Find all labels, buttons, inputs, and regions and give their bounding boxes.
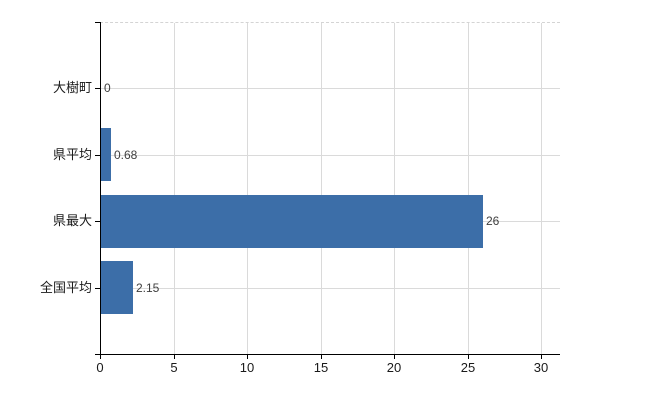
x-tick	[174, 355, 175, 359]
x-axis-line	[95, 354, 560, 355]
x-tick-label: 20	[386, 360, 402, 375]
bar-value-label: 2.15	[136, 281, 160, 295]
vertical-gridline	[174, 23, 175, 354]
horizontal-gridline	[101, 288, 560, 289]
y-axis-line	[100, 22, 101, 354]
y-axis-top-cap	[95, 22, 100, 23]
horizontal-gridline	[101, 155, 560, 156]
x-tick	[247, 355, 248, 359]
x-tick-label: 30	[533, 360, 549, 375]
x-tick-label: 0	[96, 360, 104, 375]
category-label: 県平均	[52, 147, 92, 162]
y-tick	[95, 288, 100, 289]
x-tick-label: 15	[313, 360, 329, 375]
vertical-gridline	[468, 23, 469, 354]
x-tick	[541, 355, 542, 359]
y-tick	[95, 221, 100, 222]
category-label: 全国平均	[39, 280, 92, 295]
x-tick	[468, 355, 469, 359]
x-tick-label: 10	[239, 360, 255, 375]
x-tick	[100, 355, 101, 359]
bar-value-label: 0	[104, 81, 111, 95]
bar	[101, 261, 133, 314]
y-tick	[95, 88, 100, 89]
bar	[101, 128, 111, 181]
horizontal-gridline	[101, 88, 560, 89]
x-tick-label: 25	[460, 360, 476, 375]
x-tick	[321, 355, 322, 359]
plot-top-border	[100, 22, 560, 23]
x-tick	[394, 355, 395, 359]
bar	[101, 195, 483, 248]
vertical-gridline	[247, 23, 248, 354]
bar-value-label: 26	[486, 214, 500, 228]
bar-value-label: 0.68	[114, 148, 138, 162]
category-label: 大樹町	[52, 80, 92, 95]
category-label: 県最大	[52, 213, 92, 228]
vertical-gridline	[394, 23, 395, 354]
y-tick	[95, 155, 100, 156]
x-tick-label: 5	[170, 360, 178, 375]
vertical-gridline	[321, 23, 322, 354]
vertical-gridline	[541, 23, 542, 354]
